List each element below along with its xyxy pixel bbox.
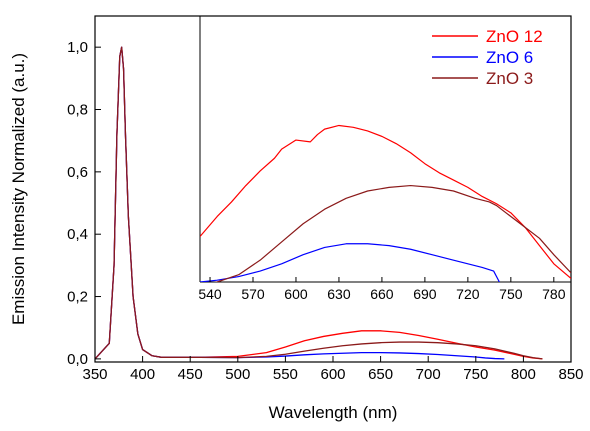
inset-series-zno-6 [200,243,501,282]
legend-label-zno-6: ZnO 6 [486,48,533,67]
x-tick-label: 750 [463,366,488,383]
x-tick-label: 350 [82,366,107,383]
inset-x-tick-label: 570 [241,286,265,302]
inset-series-group [200,124,571,282]
main-series-zno-6 [94,46,505,360]
x-tick-label: 650 [368,366,393,383]
x-tick-label: 800 [511,366,536,383]
y-tick-label: 0,4 [67,226,88,243]
inset-ticks-group: 540 570 600 630 660 690 720 750 780 [198,277,566,302]
x-tick-label: 400 [130,366,155,383]
legend-label-zno-12: ZnO 12 [486,27,543,46]
x-axis-label: Wavelength (nm) [269,403,398,422]
main-series-zno-12 [94,46,543,360]
main-plot-frame [94,15,572,363]
inset-x-tick-label: 720 [456,286,480,302]
main-ticks-group: 350 400 450 500 550 600 650 700 750 800 850 0,0 0,2 0… [67,39,583,383]
inset-series-zno-12 [200,124,571,279]
y-tick-label: 0,0 [67,351,88,368]
y-tick-label: 0,2 [67,289,88,306]
y-tick-label: 1,0 [67,39,88,56]
inset-x-tick-label: 780 [542,286,566,302]
x-tick-label: 850 [558,366,583,383]
main-series-group [94,46,543,360]
x-tick-label: 550 [273,366,298,383]
inset-series-zno-3 [214,184,571,282]
main-series-zno-3 [94,46,543,360]
legend-label-zno-3: ZnO 3 [486,69,533,88]
y-tick-label: 0,6 [67,164,88,181]
inset-x-tick-label: 690 [413,286,437,302]
x-tick-label: 500 [225,366,250,383]
inset-x-tick-label: 750 [499,286,523,302]
x-tick-label: 450 [178,366,203,383]
inset-x-tick-label: 630 [327,286,351,302]
x-tick-label: 700 [416,366,441,383]
legend: ZnO 12 ZnO 6 ZnO 3 [432,27,543,88]
y-axis-label: Emission Intensity Normalized (a.u.) [9,53,28,325]
inset-x-tick-label: 540 [198,286,222,302]
y-tick-label: 0,8 [67,102,88,119]
x-tick-label: 600 [320,366,345,383]
inset-x-tick-label: 660 [370,286,394,302]
inset-x-tick-label: 600 [284,286,308,302]
